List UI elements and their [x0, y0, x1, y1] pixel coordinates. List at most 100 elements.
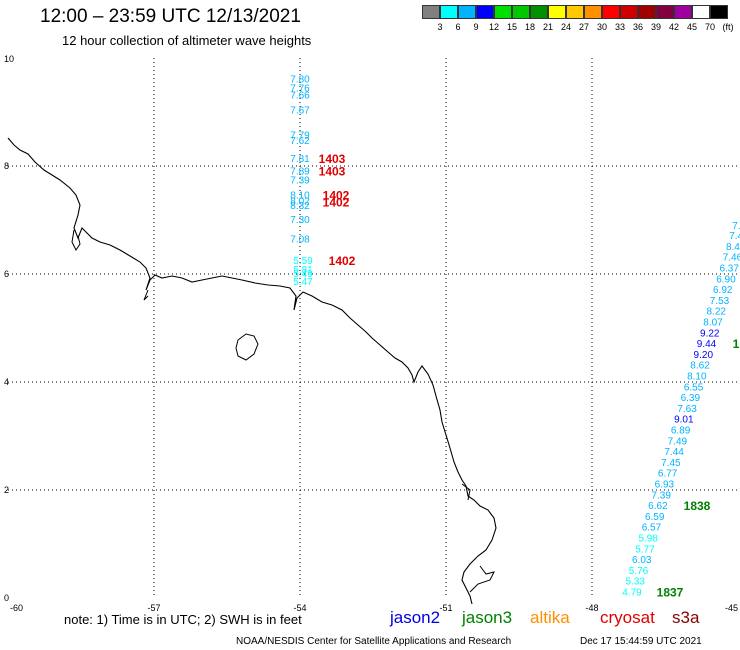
wave-height-label: 5.76 [629, 566, 649, 577]
scale-swatch [602, 5, 620, 19]
satellite-legend-item: jason2 [390, 608, 441, 627]
scale-label: 36 [632, 22, 643, 32]
scale-label: 39 [650, 22, 661, 32]
scale-label: 12 [488, 22, 499, 32]
satellite-legend-item: jason3 [462, 608, 513, 627]
wave-height-label: 7.41 [729, 231, 740, 242]
scale-label: 21 [542, 22, 553, 32]
x-tick-label: -60 [10, 603, 23, 613]
satellite-legend-item: altika [530, 608, 570, 627]
wave-height-label: 6.57 [642, 523, 662, 534]
scale-swatch [674, 5, 692, 19]
wave-height-label: 7.46 [723, 253, 740, 264]
wave-height-label: 9.01 [674, 415, 694, 426]
time-label: 1837 [657, 586, 684, 600]
wave-height-label: 5.77 [635, 544, 655, 555]
wave-height-label: 7.63 [677, 404, 697, 415]
wave-height-label: 6.92 [713, 285, 733, 296]
y-tick-label: 4 [4, 377, 9, 387]
wave-height-label: 5.49 [293, 269, 313, 280]
scale-swatch [422, 5, 440, 19]
wave-height-label: 7.81 [290, 154, 310, 165]
scale-label: 70 [704, 22, 715, 32]
scale-swatch [584, 5, 602, 19]
scale-label: 42 [668, 22, 679, 32]
wave-height-label: 7.44 [664, 447, 684, 458]
wave-height-label: 4.79 [622, 588, 642, 599]
wave-height-label: 6.89 [671, 426, 691, 437]
wave-height-label: 5.59 [293, 256, 313, 267]
wave-height-label: 6.39 [681, 393, 701, 404]
scale-swatch [548, 5, 566, 19]
wave-height-label: 7.53 [710, 296, 730, 307]
time-label: 1402 [323, 189, 350, 203]
wave-height-label: 6.93 [655, 480, 675, 491]
x-tick-label: -45 [725, 603, 738, 613]
scale-label: 45 [686, 22, 697, 32]
wave-height-label: 7.79 [290, 131, 310, 142]
time-label: 1838 [684, 499, 711, 513]
scale-label: 27 [578, 22, 589, 32]
scale-label: 3 [437, 22, 443, 32]
time-label: 1 [733, 337, 740, 351]
wave-height-label: 6.59 [645, 512, 665, 523]
wave-height-label: 5.47 [293, 277, 313, 288]
wave-height-label: 8.07 [703, 318, 723, 329]
wave-height-label: 7.45 [661, 458, 681, 469]
wave-height-label: 8.02 [290, 197, 310, 208]
scale-label: 30 [596, 22, 607, 32]
time-label: 1403 [319, 164, 346, 178]
wave-height-label: 7.08 [290, 234, 310, 245]
y-tick-label: 8 [4, 161, 9, 171]
wave-height-label: 9.20 [694, 350, 714, 361]
timestamp-text: Dec 17 15:44:59 UTC 2021 [580, 636, 702, 647]
satellite-legend-item: s3a [672, 608, 700, 627]
coastline [7, 137, 497, 605]
wave-height-label: 7.30 [290, 215, 310, 226]
lat-lon-grid: -60 -57 -54 -51 -48 -45 0 2 4 6 8 10 [4, 54, 738, 613]
scale-swatch [710, 5, 728, 19]
scale-swatch [512, 5, 530, 19]
credit-text: NOAA/NESDIS Center for Satellite Applica… [236, 636, 512, 647]
wave-height-label: 7.67 [290, 105, 310, 116]
y-tick-label: 6 [4, 269, 9, 279]
scale-swatch [476, 5, 494, 19]
scale-swatch [566, 5, 584, 19]
scale-label: 33 [614, 22, 625, 32]
wave-height-label: 7.62 [290, 136, 310, 147]
x-tick-label: -54 [293, 603, 306, 613]
wave-height-label: 7.39 [290, 176, 310, 187]
x-tick-label: -57 [147, 603, 160, 613]
wave-height-label: 8.10 [290, 191, 310, 202]
wave-height-label: 7.89 [290, 166, 310, 177]
wave-height-label: 9.44 [697, 339, 717, 350]
satellite-legend-item: cryosat [600, 608, 655, 627]
page-subtitle: 12 hour collection of altimeter wave hei… [62, 33, 312, 48]
y-tick-label: 10 [4, 54, 14, 64]
scale-label: 9 [473, 22, 479, 32]
scale-swatch [692, 5, 710, 19]
x-tick-label: -51 [439, 603, 452, 613]
lake-island [235, 333, 259, 361]
wave-height-label: 7.76 [290, 84, 310, 95]
wave-height-label: 6.62 [648, 501, 668, 512]
wave-height-label: 6.55 [684, 382, 704, 393]
coastline-inlet [71, 229, 495, 593]
wave-height-label: 6.03 [632, 555, 652, 566]
wave-height-label: 5.33 [626, 577, 646, 588]
scale-swatch [494, 5, 512, 19]
wave-height-label: 6.37 [719, 264, 739, 275]
wave-height-label: 7.80 [290, 75, 310, 86]
wave-height-label: 8.22 [707, 307, 727, 318]
wave-height-label: 7.66 [290, 91, 310, 102]
scale-label: (ft) [722, 22, 734, 32]
note-text: note: 1) Time is in UTC; 2) SWH is in fe… [64, 612, 302, 627]
scale-swatch [440, 5, 458, 19]
wave-height-label: 5.98 [638, 534, 658, 545]
wave-height-label: 8.43 [726, 242, 740, 253]
wave-height-label: 7.47 [732, 221, 740, 232]
time-label: 1402 [323, 196, 350, 210]
time-label: 1402 [329, 254, 356, 268]
scale-swatch [638, 5, 656, 19]
time-label: 1403 [319, 152, 346, 166]
